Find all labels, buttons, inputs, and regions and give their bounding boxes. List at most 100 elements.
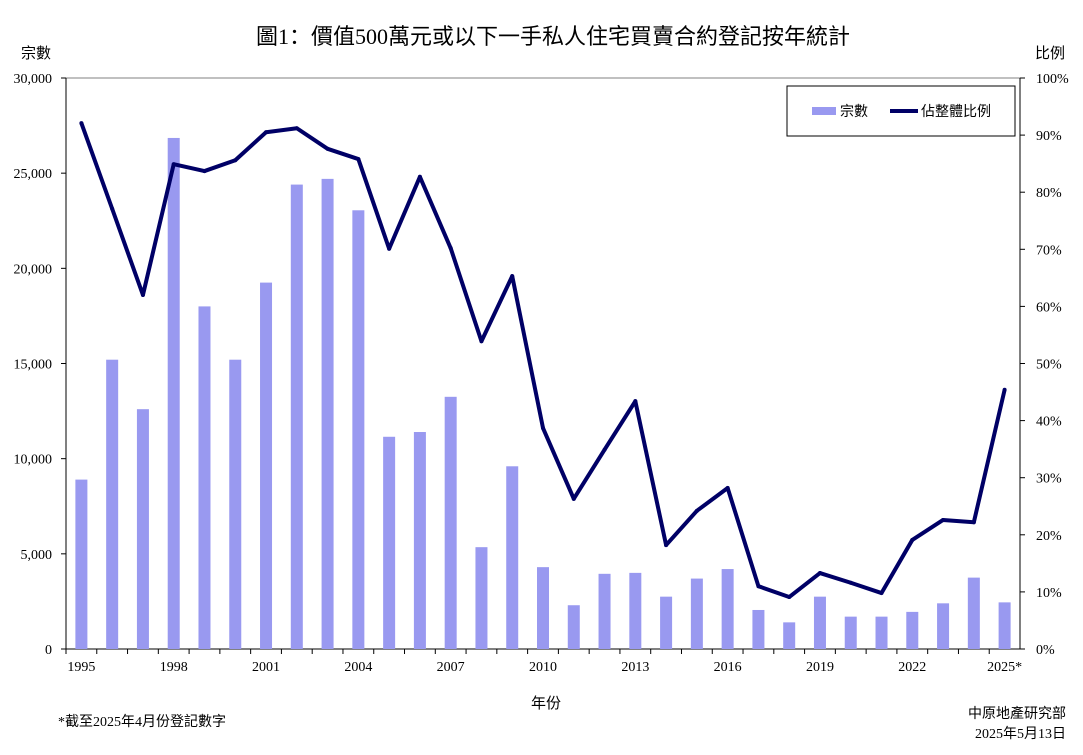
- bar-2013: [629, 572, 642, 649]
- line-point-1995: [79, 121, 84, 126]
- line-point-2000: [233, 158, 238, 163]
- line-point-2025: [1002, 387, 1007, 392]
- line-point-2020: [848, 580, 853, 585]
- x-tick-label: 2013: [621, 660, 649, 675]
- bar-2023: [937, 603, 950, 649]
- line-point-2013: [633, 399, 638, 404]
- x-tick-label: 2025*: [987, 660, 1022, 675]
- line-point-2001: [264, 130, 269, 135]
- bar-2024: [967, 577, 980, 649]
- left-tick-label: 15,000: [14, 358, 53, 373]
- bar-2017: [752, 609, 765, 649]
- left-tick-label: 30,000: [14, 72, 53, 87]
- x-tick-label: 2007: [437, 660, 465, 675]
- bar-2003: [321, 178, 334, 650]
- line-point-2009: [510, 274, 515, 279]
- line-point-2016: [725, 485, 730, 490]
- bar-2008: [475, 547, 488, 649]
- line-point-2019: [817, 571, 822, 576]
- line-point-2015: [694, 508, 699, 513]
- line-point-2022: [910, 537, 915, 542]
- source: 中原地產研究部: [968, 705, 1066, 722]
- legend: 宗數 佔整體比例: [786, 85, 1016, 137]
- bar-2016: [721, 569, 734, 649]
- right-tick-label: 50%: [1036, 358, 1062, 373]
- footnote: *截至2025年4月份登記數字: [58, 713, 226, 730]
- x-tick-label: 2004: [344, 660, 372, 675]
- line-point-2021: [879, 591, 884, 596]
- line-point-2004: [356, 157, 361, 162]
- right-tick-label: 40%: [1036, 415, 1062, 430]
- left-tick-label: 25,000: [14, 167, 53, 182]
- left-tick-label: 5,000: [21, 548, 53, 563]
- x-tick-label: 2019: [806, 660, 834, 675]
- bar-2001: [260, 282, 273, 649]
- line-point-2024: [971, 520, 976, 525]
- bar-2019: [813, 596, 826, 649]
- bar-2014: [660, 596, 673, 649]
- right-tick-label: 10%: [1036, 586, 1062, 601]
- x-tick-label: 1995: [67, 660, 95, 675]
- x-tick-label: 2016: [714, 660, 742, 675]
- line-point-1996: [110, 206, 115, 211]
- line-point-2008: [479, 339, 484, 344]
- legend-label-bar: 宗數: [840, 104, 868, 120]
- bar-2011: [567, 605, 580, 649]
- bar-1995: [75, 479, 88, 649]
- left-tick-label: 10,000: [14, 453, 53, 468]
- line-point-2017: [756, 584, 761, 589]
- right-tick-label: 100%: [1036, 72, 1069, 87]
- line-point-1998: [171, 162, 176, 167]
- legend-label-line: 佔整體比例: [921, 104, 991, 120]
- line-point-2003: [325, 146, 330, 151]
- bar-2004: [352, 210, 365, 649]
- left-tick-label: 0: [45, 643, 52, 658]
- line-point-2023: [941, 517, 946, 522]
- right-tick-label: 20%: [1036, 529, 1062, 544]
- line-point-2014: [664, 543, 669, 548]
- x-tick-label: 2001: [252, 660, 280, 675]
- bar-2006: [413, 432, 426, 649]
- line-point-2007: [448, 246, 453, 251]
- right-axis-label: 比例: [1035, 45, 1065, 62]
- line-point-2002: [294, 126, 299, 131]
- bar-2018: [783, 622, 796, 649]
- bar-2015: [690, 578, 703, 649]
- line-point-1999: [202, 169, 207, 174]
- bar-1997: [136, 409, 149, 649]
- right-tick-label: 30%: [1036, 472, 1062, 487]
- left-axis-label: 宗數: [21, 44, 51, 62]
- chart-title: 圖1：價值500萬元或以下一手私人住宅買賣合約登記按年統計: [256, 24, 850, 49]
- bar-1996: [106, 359, 119, 649]
- legend-swatch-bar: [812, 107, 836, 115]
- bar-2012: [598, 573, 611, 649]
- line-point-2006: [417, 174, 422, 179]
- line-point-2010: [541, 426, 545, 431]
- right-tick-label: 70%: [1036, 243, 1062, 258]
- line-point-2011: [571, 496, 576, 501]
- x-tick-label: 2010: [529, 660, 557, 675]
- right-tick-label: 60%: [1036, 300, 1062, 315]
- right-tick-label: 90%: [1036, 129, 1062, 144]
- bar-2022: [906, 611, 919, 649]
- bar-2007: [444, 396, 457, 649]
- line-point-1997: [140, 292, 145, 297]
- bar-2009: [506, 466, 519, 649]
- bar-2005: [383, 436, 396, 649]
- bar-2002: [290, 184, 303, 649]
- bar-1999: [198, 306, 211, 649]
- bar-2020: [844, 616, 857, 649]
- bar-2010: [537, 567, 549, 649]
- right-tick-label: 0%: [1036, 643, 1055, 658]
- left-tick-label: 20,000: [14, 262, 53, 277]
- x-axis-label: 年份: [531, 695, 561, 712]
- line-point-2018: [787, 595, 792, 600]
- line-point-2012: [602, 447, 607, 452]
- x-tick-label: 1998: [160, 660, 188, 675]
- bar-2025: [998, 602, 1011, 649]
- right-tick-label: 80%: [1036, 186, 1062, 201]
- date: 2025年5月13日: [975, 726, 1066, 742]
- bar-2000: [229, 359, 242, 649]
